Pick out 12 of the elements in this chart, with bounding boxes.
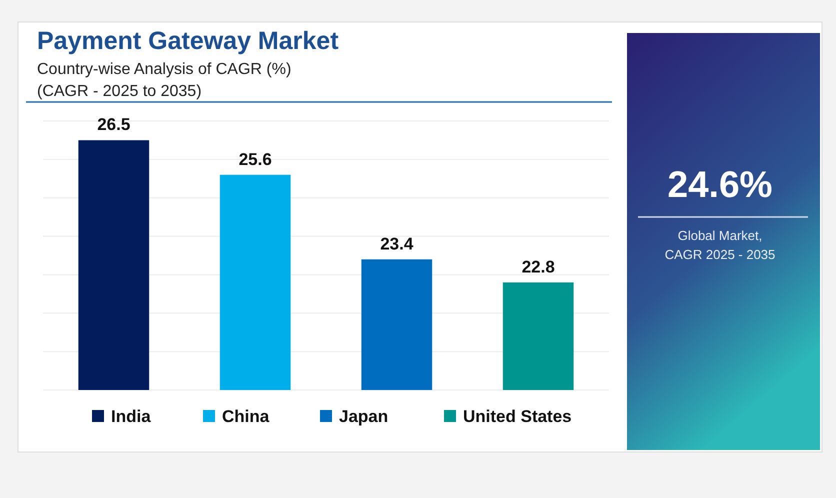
data-label: 23.4	[380, 234, 414, 254]
data-label: 26.5	[97, 115, 130, 134]
data-label: 25.6	[238, 150, 272, 169]
x-tick-label: United States	[463, 407, 572, 426]
chart-subtitle: Country-wise Analysis of CAGR (%) (CAGR - 2025 to 2035)	[37, 61, 292, 100]
x-tick-label: China	[222, 407, 270, 426]
chart-title: Payment Gateway Market	[37, 27, 340, 55]
text: 24.6%	[668, 164, 772, 205]
x-tick-label: India	[111, 407, 152, 426]
text: Global Market, CAGR 2025 - 2035	[664, 228, 776, 262]
data-label: 22.8	[522, 257, 555, 276]
x-tick-label: Japan	[339, 407, 388, 426]
